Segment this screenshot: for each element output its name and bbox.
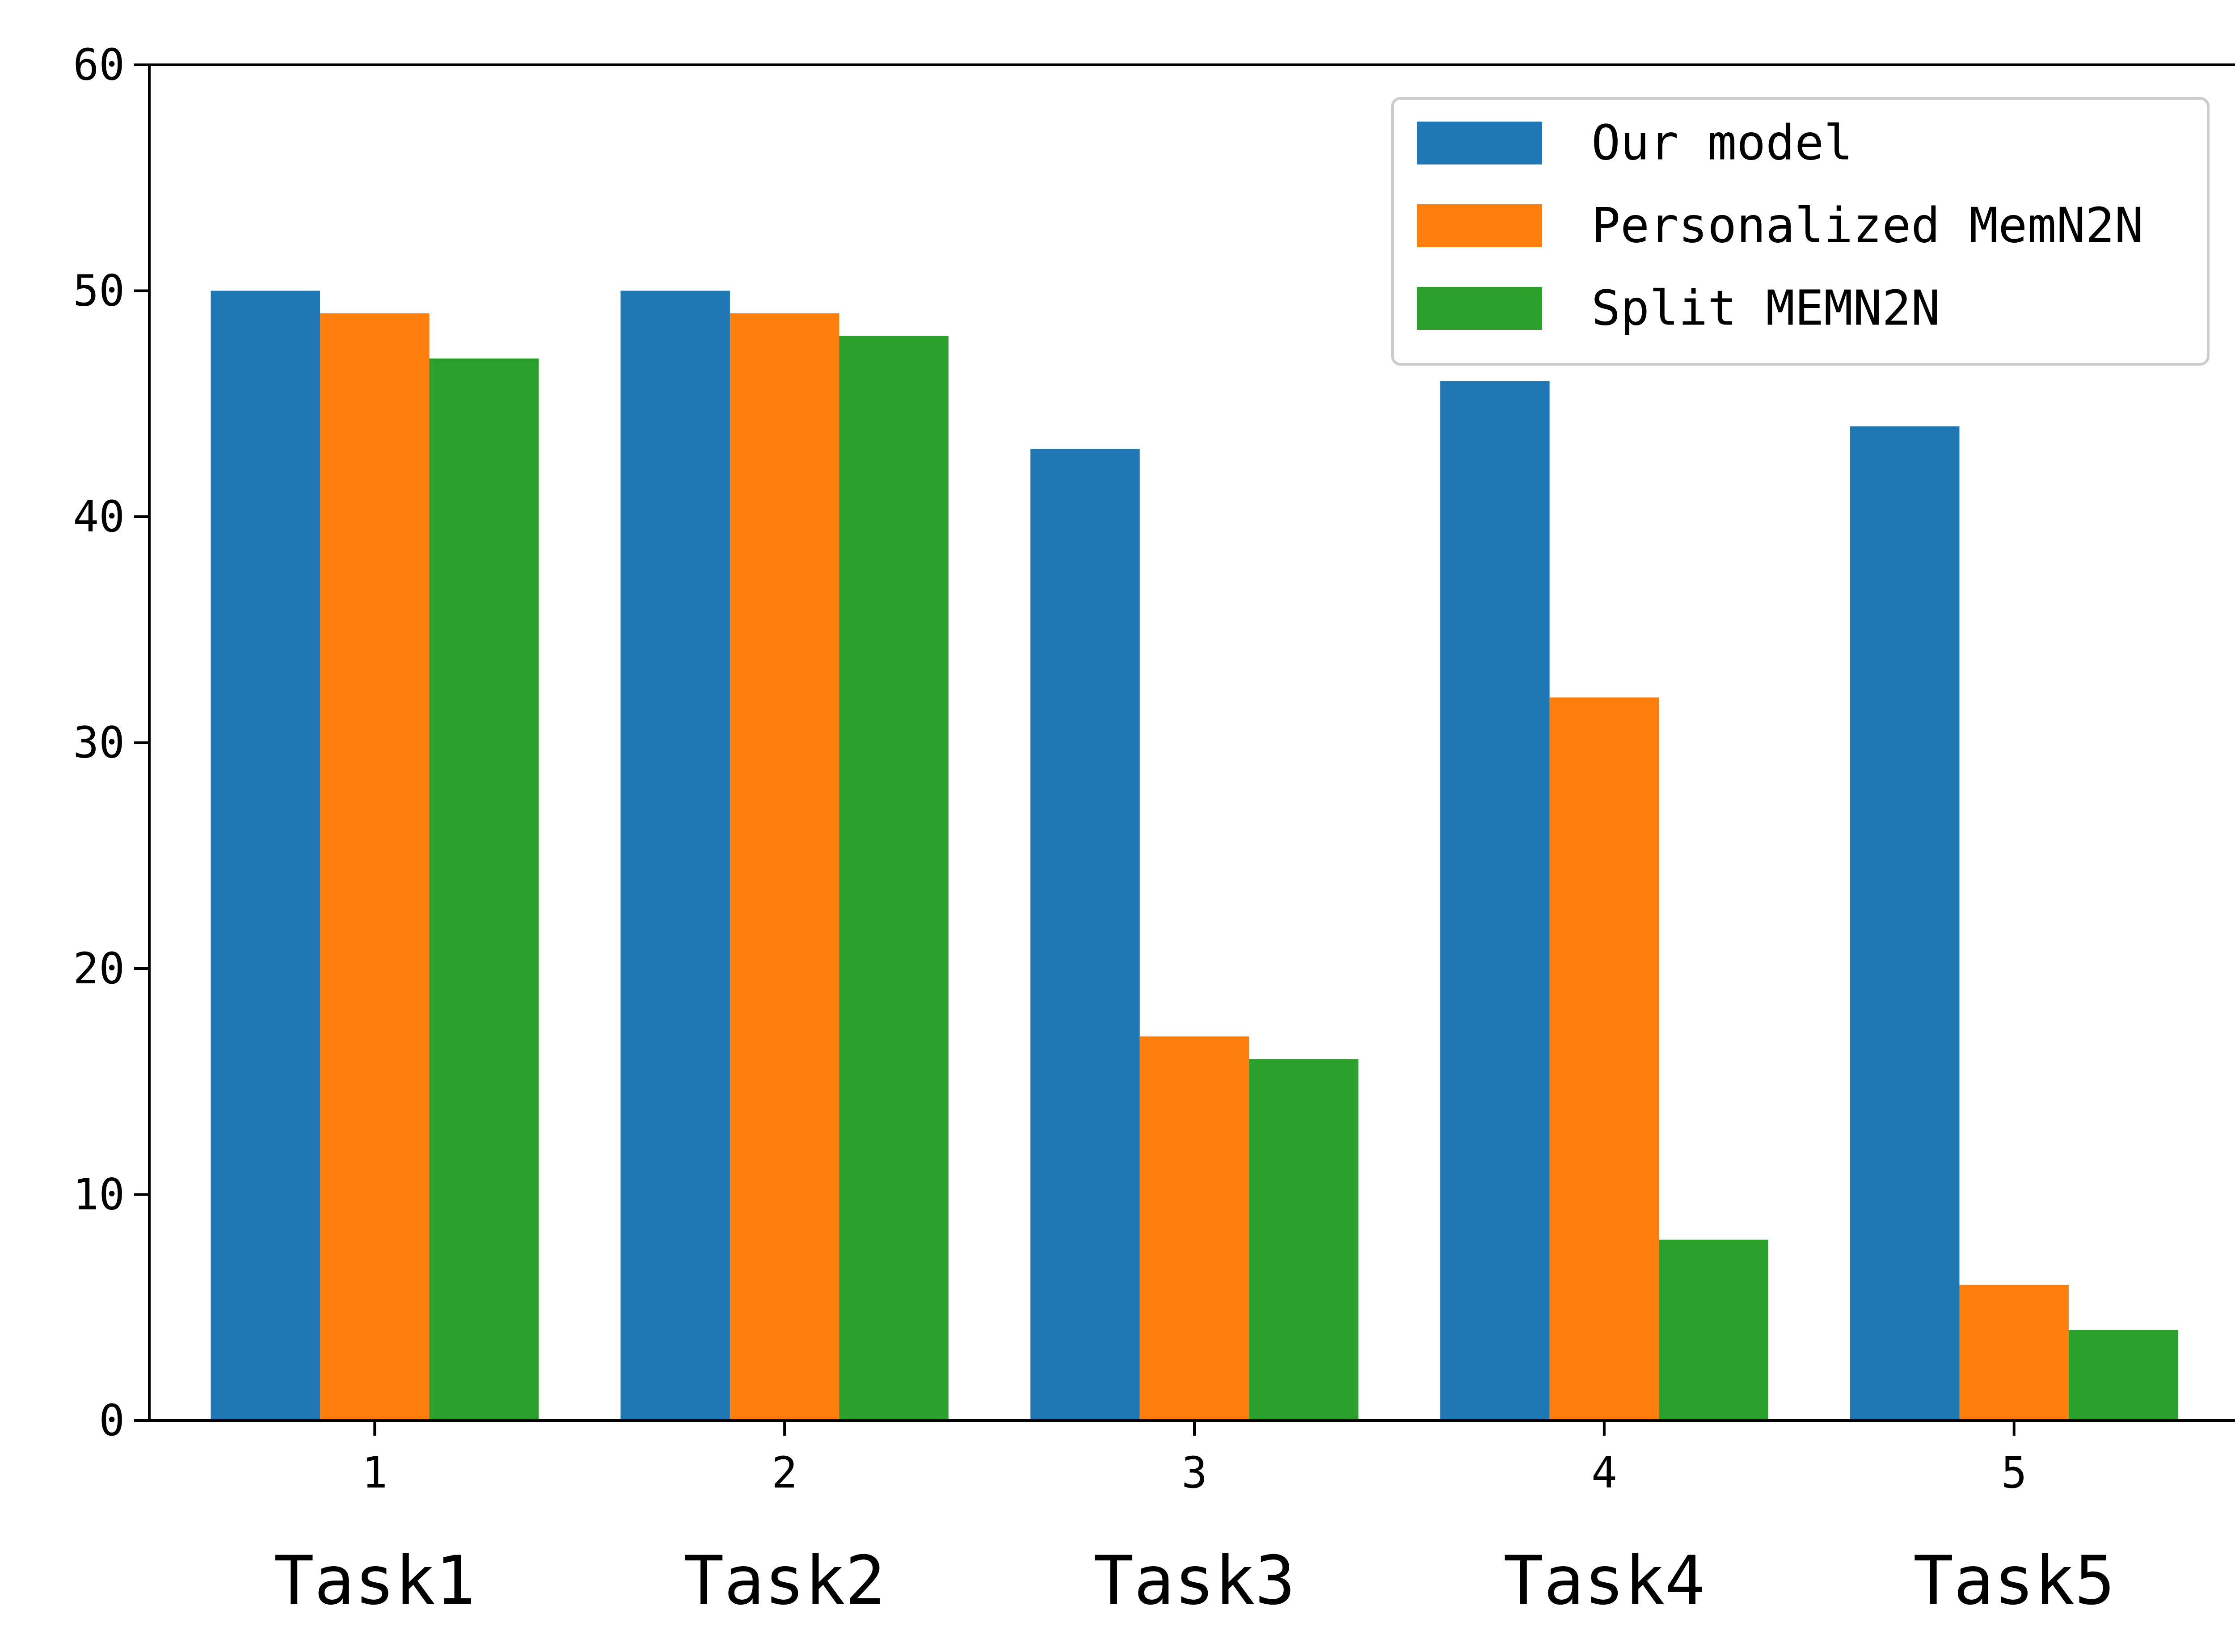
legend-box [1391, 97, 2210, 366]
y-tick-label: 50 [73, 266, 125, 316]
task-name-label: Task3 [1093, 1542, 1295, 1620]
bar-series2-category3 [1139, 1036, 1249, 1420]
bar-series2-category5 [1959, 1285, 2069, 1420]
bar-series1-category2 [620, 291, 730, 1420]
task-name-label: Task4 [1503, 1542, 1705, 1620]
y-tick-label: 30 [73, 718, 125, 768]
legend-label: Split MEMN2N [1591, 281, 1940, 337]
x-tick-label: 1 [362, 1448, 388, 1498]
legend-label: Our model [1591, 115, 1853, 171]
x-tick-label: 2 [772, 1448, 797, 1498]
x-tick-label: 4 [1591, 1448, 1617, 1498]
bar-series3-category4 [1659, 1239, 1768, 1420]
legend-swatch [1417, 204, 1542, 247]
x-tick-label: 5 [2001, 1448, 2027, 1498]
bar-series1-category5 [1850, 426, 1960, 1420]
x-tick-label: 3 [1181, 1448, 1207, 1498]
legend-label: Personalized MemN2N [1591, 198, 2143, 254]
bar-series3-category3 [1249, 1059, 1358, 1420]
bar-series2-category1 [320, 313, 430, 1420]
bar-series2-category4 [1549, 697, 1659, 1420]
legend-swatch [1417, 122, 1542, 164]
legend: Our model Personalized MemN2N Split MEMN2N [1391, 97, 2210, 366]
bar-series3-category1 [429, 358, 539, 1421]
task-name-label: Task2 [683, 1542, 886, 1620]
y-tick-label: 20 [73, 944, 125, 994]
bars-layer [211, 291, 2178, 1421]
y-tick-label: 40 [73, 492, 125, 542]
bar-series2-category2 [730, 313, 839, 1420]
bar-series1-category1 [211, 291, 320, 1420]
bar-series1-category3 [1030, 449, 1140, 1420]
bar-series1-category4 [1440, 381, 1550, 1421]
task-name-label: Task1 [274, 1542, 476, 1620]
bar-series3-category5 [2068, 1330, 2178, 1420]
bar-series3-category2 [839, 336, 949, 1420]
axes-layer: 0 10 20 30 40 50 60 1 Task1 2 Task2 3 Task3 4 Task4 5 Ta… [73, 40, 2235, 1620]
y-tick-label: 10 [73, 1170, 125, 1220]
legend-swatch [1417, 287, 1542, 330]
task-name-label: Task5 [1913, 1542, 2115, 1620]
y-tick-label: 0 [99, 1395, 125, 1446]
y-tick-label: 60 [73, 40, 125, 90]
